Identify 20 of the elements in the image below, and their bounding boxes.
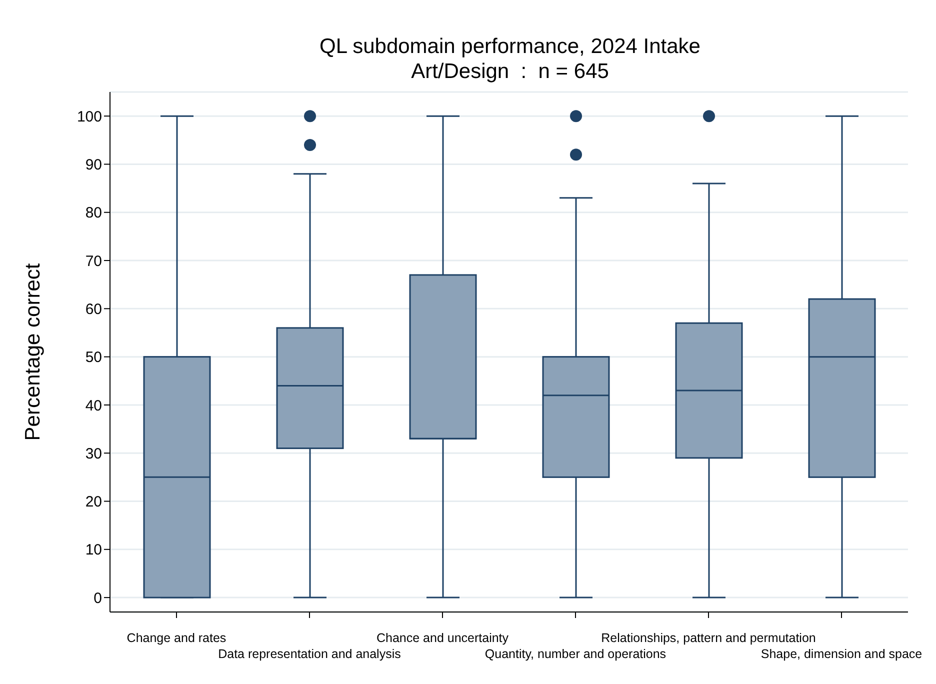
y-tick-label: 100	[76, 108, 102, 126]
y-tick-label: 70	[85, 252, 102, 270]
x-tick-label: Shape, dimension and space	[760, 647, 922, 661]
y-tick-label: 40	[85, 397, 102, 414]
y-tick-label: 60	[85, 300, 102, 318]
x-tick-label: Data representation and analysis	[218, 647, 401, 661]
chart-subtitle: Art/Design : n = 645	[410, 59, 610, 84]
y-axis-title: Percentage correct	[21, 263, 44, 441]
y-tick-label: 50	[85, 349, 102, 366]
x-tick-label: Change and rates	[126, 631, 226, 645]
y-tick-label: 30	[85, 445, 102, 462]
y-tick-label: 0	[94, 590, 102, 607]
y-tick-label: 80	[85, 204, 102, 222]
y-tick-label: 10	[85, 542, 102, 559]
x-tick-label: Chance and uncertainty	[376, 631, 510, 645]
y-tick-label: 90	[85, 156, 102, 174]
y-tick-label: 20	[85, 494, 102, 511]
x-tick-label: Relationships, pattern and permutation	[601, 631, 816, 645]
x-tick-label: Quantity, number and operations	[484, 647, 666, 661]
chart-title: QL subdomain performance, 2024 Intake	[318, 34, 702, 59]
